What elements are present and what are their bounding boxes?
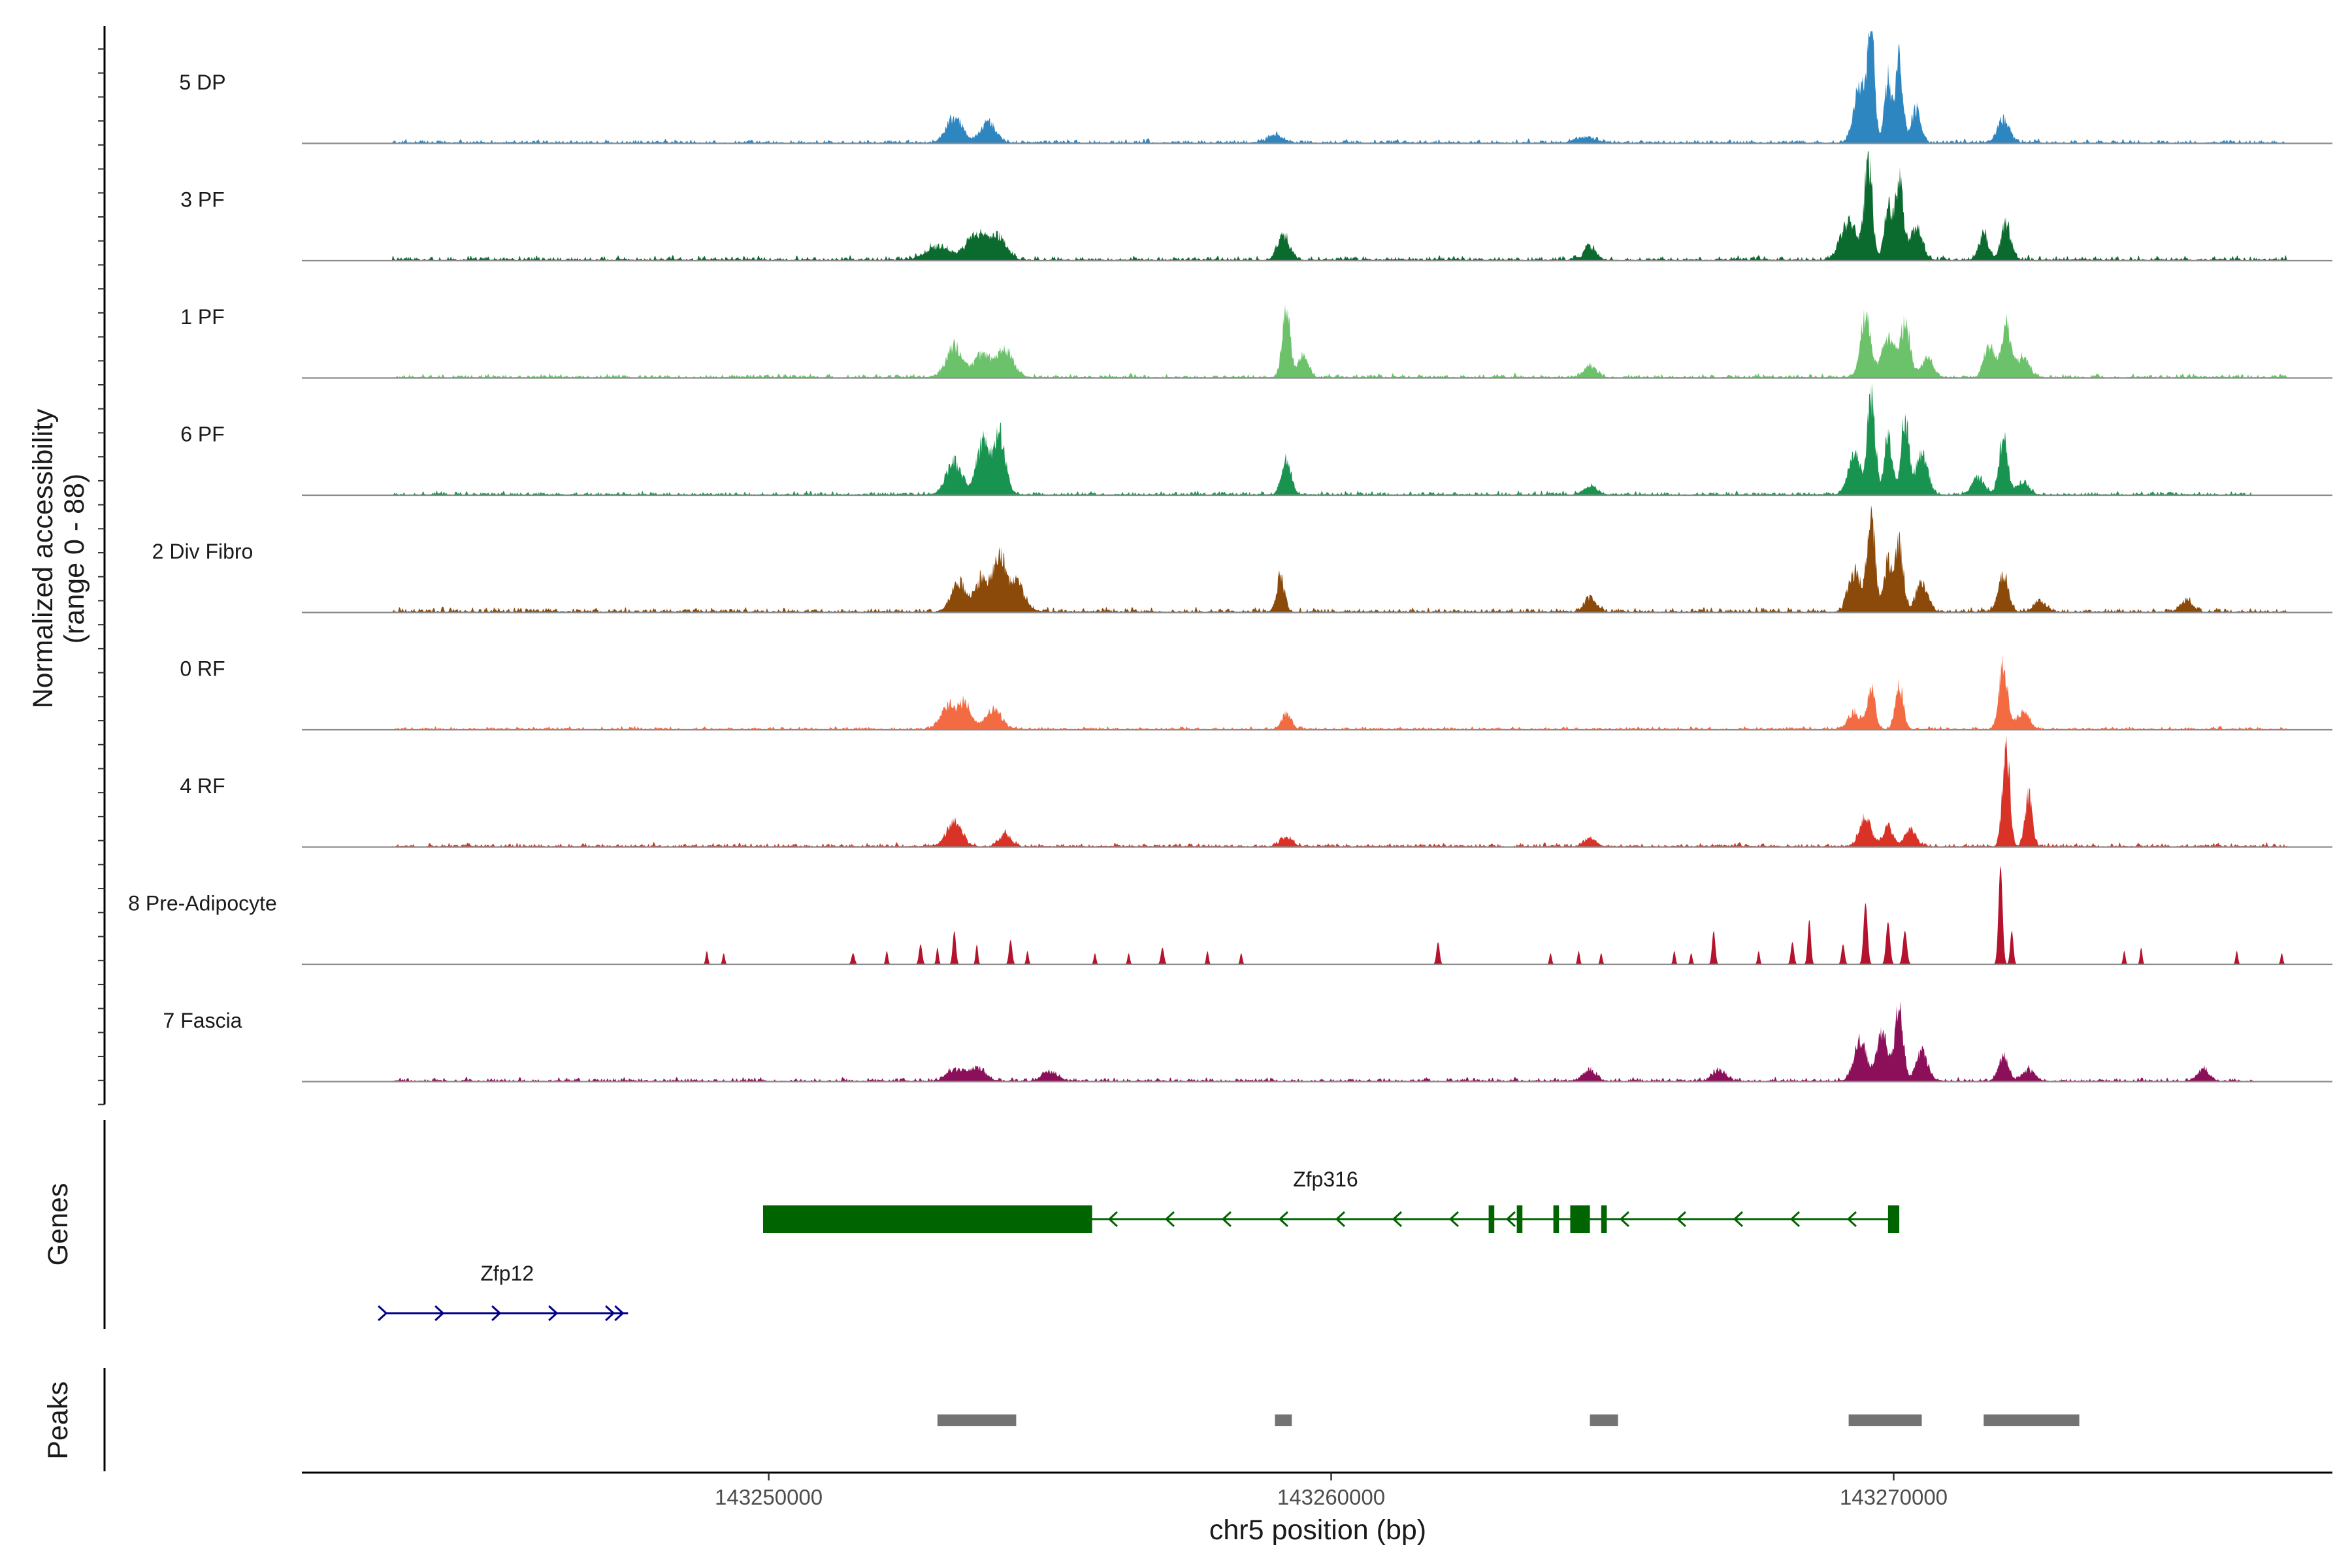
peak-region [1590,1414,1618,1426]
strand-arrow-left-icon [1505,1211,1516,1228]
strand-arrow-left-icon [1278,1211,1288,1228]
track-3-pf: 3 PF [180,151,2332,262]
x-axis-title: chr5 position (bp) [1209,1514,1426,1546]
exon [1553,1205,1560,1233]
y-axis-title-line1: Normalized accessibility [27,408,59,708]
track-label: 8 Pre-Adipocyte [128,892,277,915]
exon [1488,1205,1495,1233]
peaks-panel-title: Peaks [42,1381,74,1460]
track-8-pre-adipocyte: 8 Pre-Adipocyte [128,866,2332,966]
strand-arrow-right-icon [491,1305,502,1322]
x-tick-label: 143250000 [715,1485,823,1509]
track-label: 5 DP [179,71,225,94]
strand-arrow-left-icon [1221,1211,1232,1228]
coverage-area [392,383,2253,495]
peak-region [1848,1414,1922,1426]
y-axis [98,26,106,1105]
coverage-area [392,735,2287,847]
coverage-area [392,654,2287,730]
strand-arrow-left-icon [1619,1211,1629,1228]
exon [1887,1205,1900,1233]
strand-arrow-left-icon [1335,1211,1345,1228]
coverage-area [392,505,2287,613]
strand-arrow-right-icon [605,1305,615,1322]
strand-arrow-right-icon [434,1305,445,1322]
track-label: 2 Div Fibro [152,540,253,563]
track-label: 7 Fascia [163,1009,242,1032]
strand-arrow-left-icon [1392,1211,1402,1228]
coverage-area [392,1000,2253,1082]
strand-arrow-right-icon [548,1305,559,1322]
track-4-rf: 4 RF [180,735,2332,848]
gene-zfp316: Zfp316 [762,1168,1900,1233]
peak-region [1275,1414,1292,1426]
strand-arrow-left-icon [1448,1211,1459,1228]
exon [1601,1205,1607,1233]
coverage-tracks: 5 DP 3 PF 1 PF 6 PF 2 Div Fibro 0 RF 4 RF 8 Pre… [128,31,2332,1083]
genes-panel: Zfp316 Zfp12 [378,1168,1900,1322]
track-5-dp: 5 DP [179,31,2332,144]
peak-region [937,1414,1017,1426]
strand-arrow-left-icon [1789,1211,1800,1228]
coverage-area [392,151,2287,261]
x-tick-label: 143260000 [1277,1485,1385,1509]
peaks-panel [937,1414,2080,1426]
strand-arrow-left-icon [1846,1211,1857,1228]
track-6-pf: 6 PF [180,383,2332,497]
exon [1516,1205,1523,1233]
y-axis-title-line2: (range 0 - 88) [59,474,90,644]
exon [1570,1205,1590,1233]
gene-zfp12: Zfp12 [378,1262,629,1322]
gene-label: Zfp316 [1293,1168,1358,1191]
strand-arrow-right-icon [614,1305,625,1322]
coverage-area [392,304,2287,378]
x-axis: 143250000 143260000 143270000 [302,1471,2332,1509]
track-label: 1 PF [180,305,225,329]
genes-panel-title: Genes [42,1183,74,1266]
strand-arrow-left-icon [1733,1211,1743,1228]
track-label: 4 RF [180,774,225,798]
gene-label: Zfp12 [480,1262,534,1285]
exon [762,1205,1092,1233]
track-label: 0 RF [180,657,225,681]
track-7-fascia: 7 Fascia [163,1000,2332,1083]
coverage-area [392,31,2287,144]
strand-arrow-left-icon [1676,1211,1686,1228]
peak-region [1984,1414,2080,1426]
strand-arrow-left-icon [1107,1211,1118,1228]
coverage-area [392,866,2287,964]
track-label: 6 PF [180,423,225,446]
track-label: 3 PF [180,188,225,212]
track-0-rf: 0 RF [180,654,2332,731]
track-2-div-fibro: 2 Div Fibro [152,505,2332,613]
strand-arrow-left-icon [1164,1211,1175,1228]
track-1-pf: 1 PF [180,304,2332,379]
x-tick-label: 143270000 [1840,1485,1948,1509]
strand-arrow-right-icon [378,1305,388,1322]
